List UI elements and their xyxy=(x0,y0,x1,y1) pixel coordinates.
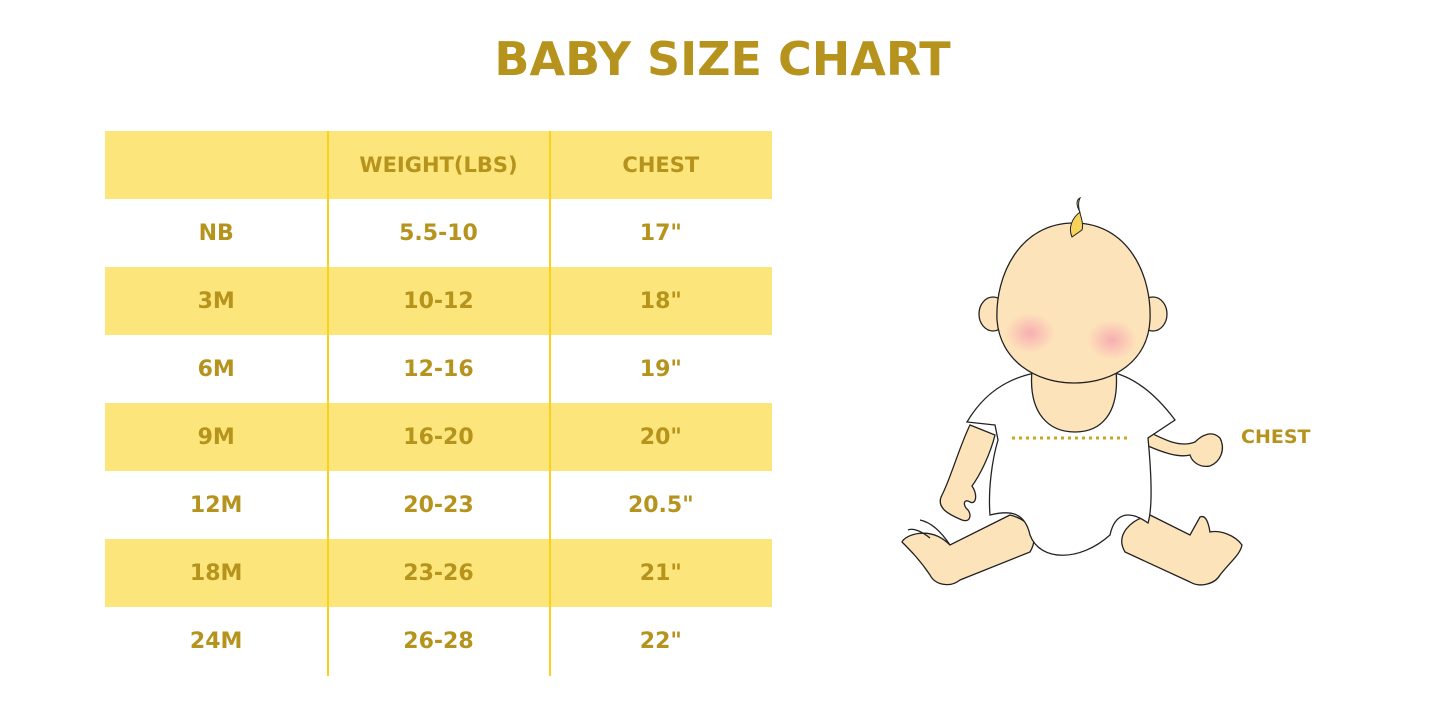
weight-cell: 23-26 xyxy=(403,560,474,586)
table-row: 6M 12-16 19" xyxy=(105,335,772,403)
size-table: WEIGHT(LBS) CHEST NB 5.5-10 17" 3M 10-12… xyxy=(105,131,772,675)
column-divider xyxy=(327,131,329,676)
weight-cell: 26-28 xyxy=(403,628,474,654)
size-cell: NB xyxy=(198,220,234,246)
weight-cell: 16-20 xyxy=(403,424,474,450)
weight-cell: 20-23 xyxy=(403,492,474,518)
table-row: 9M 16-20 20" xyxy=(105,403,772,471)
size-cell: 9M xyxy=(197,424,235,450)
chest-cell: 19" xyxy=(639,356,682,382)
chest-cell: 20" xyxy=(639,424,682,450)
chest-cell: 18" xyxy=(639,288,682,314)
weight-cell: 12-16 xyxy=(403,356,474,382)
size-cell: 6M xyxy=(197,356,235,382)
weight-cell: 10-12 xyxy=(403,288,474,314)
column-divider xyxy=(549,131,551,676)
header-chest: CHEST xyxy=(622,153,700,177)
size-cell: 12M xyxy=(189,492,243,518)
table-row: 24M 26-28 22" xyxy=(105,607,772,675)
chest-label: CHEST xyxy=(1241,426,1311,448)
table-row: 18M 23-26 21" xyxy=(105,539,772,607)
size-cell: 18M xyxy=(189,560,243,586)
chest-cell: 17" xyxy=(639,220,682,246)
chest-cell: 20.5" xyxy=(627,492,694,518)
size-cell: 3M xyxy=(197,288,235,314)
chest-cell: 21" xyxy=(639,560,682,586)
table-row: NB 5.5-10 17" xyxy=(105,199,772,267)
baby-sitting-illustration-icon xyxy=(901,196,1243,586)
header-size xyxy=(105,131,327,199)
weight-cell: 5.5-10 xyxy=(399,220,478,246)
chest-cell: 22" xyxy=(639,628,682,654)
size-cell: 24M xyxy=(189,628,243,654)
table-row: 3M 10-12 18" xyxy=(105,267,772,335)
table-row: 12M 20-23 20.5" xyxy=(105,471,772,539)
table-header-row: WEIGHT(LBS) CHEST xyxy=(105,131,772,199)
header-weight: WEIGHT(LBS) xyxy=(359,153,518,177)
page-title: BABY SIZE CHART xyxy=(494,32,951,86)
